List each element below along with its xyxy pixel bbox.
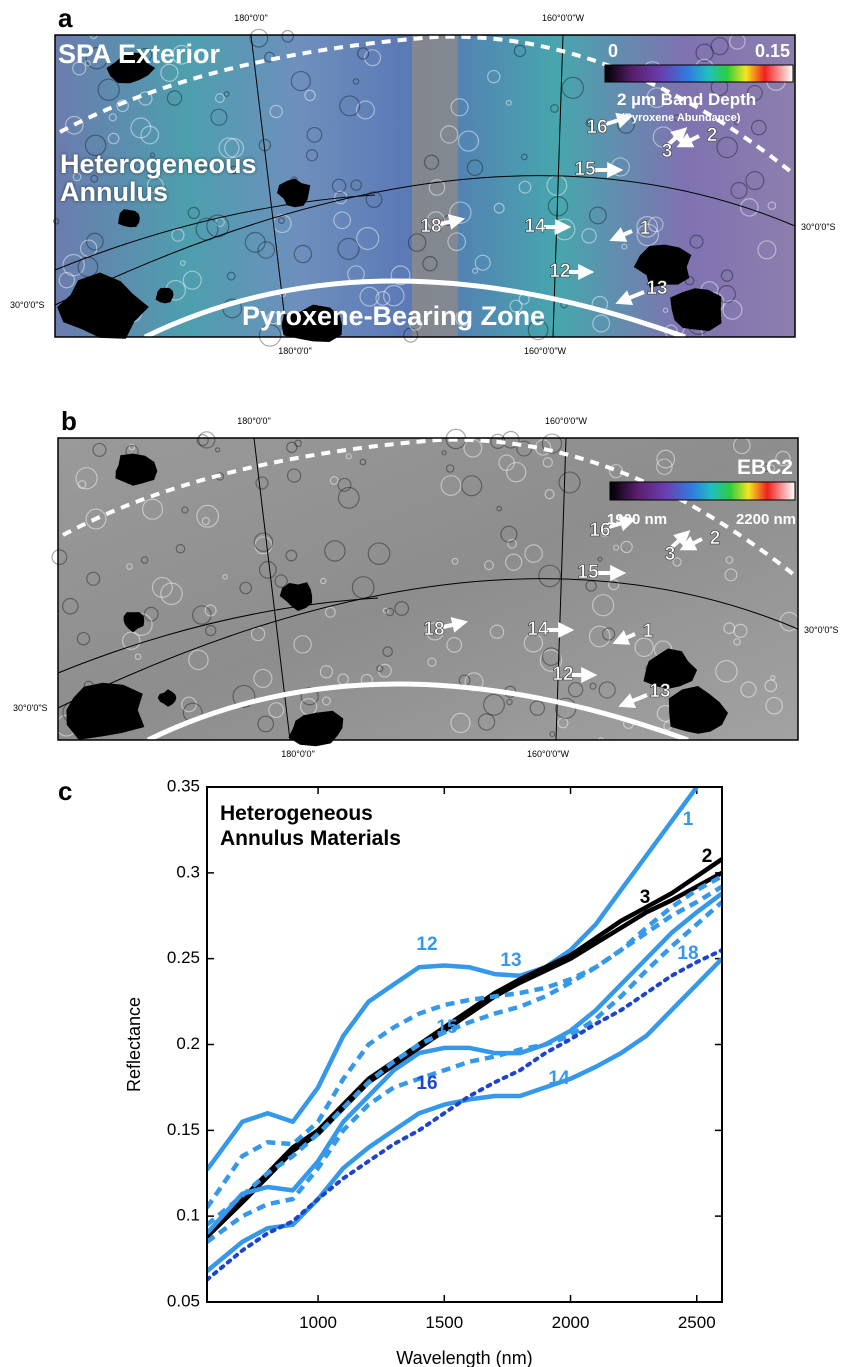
x-tick-label: 2500 — [678, 1313, 716, 1332]
series-label: 13 — [500, 950, 521, 971]
y-tick-label: 0.15 — [167, 1120, 200, 1139]
y-axis-label: Reflectance — [124, 997, 144, 1092]
site-label: 2 — [710, 528, 721, 549]
site-label: 18 — [423, 619, 444, 640]
graticule-label: 160°0'0"W — [545, 416, 588, 426]
y-tick-label: 0.05 — [167, 1291, 200, 1310]
site-label: 2 — [707, 125, 718, 146]
series-label: 15 — [436, 1017, 458, 1038]
y-tick-label: 0.3 — [176, 862, 200, 881]
series-label: 2 — [702, 846, 713, 867]
region-label: SPA Exterior — [58, 39, 221, 69]
image-strip — [412, 35, 458, 337]
site-label: 13 — [649, 681, 670, 702]
graticule-label: 160°0'0"W — [524, 346, 567, 356]
site-label: 16 — [586, 117, 607, 138]
graticule-label: 30°0'0"S — [804, 625, 839, 635]
graticule-label: 180°0'0" — [237, 416, 271, 426]
colorbar-max: 2200 nm — [736, 511, 796, 528]
panel-label: b — [61, 406, 77, 436]
series-label: 1 — [683, 809, 694, 830]
site-label: 3 — [662, 141, 673, 162]
site-label: 13 — [646, 278, 667, 299]
graticule-label: 180°0'0" — [234, 13, 268, 23]
site-label: 3 — [665, 544, 676, 565]
colorbar-min: 1900 nm — [607, 511, 667, 528]
series-label: 16 — [416, 1073, 437, 1094]
series-label: 3 — [640, 887, 651, 908]
colorbar — [610, 482, 795, 500]
y-tick-label: 0.2 — [176, 1034, 200, 1053]
x-tick-label: 2000 — [552, 1313, 590, 1332]
site-label: 14 — [524, 216, 546, 237]
colorbar-max: 0.15 — [755, 41, 790, 61]
graticule-label: 30°0'0"S — [10, 300, 45, 310]
y-tick-label: 0.25 — [167, 948, 200, 967]
site-label: 12 — [549, 261, 570, 282]
colorbar-subtitle: (Pyroxene Abundance) — [621, 112, 741, 124]
graticule-label: 30°0'0"S — [13, 703, 48, 713]
x-axis-label: Wavelength (nm) — [396, 1348, 532, 1367]
site-label: 1 — [643, 621, 654, 642]
region-label: Pyroxene-Bearing Zone — [242, 301, 545, 331]
colorbar-title: 2 µm Band Depth — [617, 90, 756, 109]
plot-area — [207, 787, 722, 1280]
series-line — [207, 873, 722, 1237]
graticule-label: 160°0'0"W — [527, 749, 570, 759]
site-label: 1 — [640, 218, 651, 239]
site-label: 18 — [420, 216, 441, 237]
series-label: 12 — [416, 934, 437, 955]
colorbar — [605, 65, 793, 82]
graticule-label: 30°0'0"S — [801, 222, 836, 232]
series-line — [207, 887, 722, 1225]
series-line — [207, 959, 722, 1271]
figure: 16321514118121300.152 µm Band Depth(Pyro… — [0, 0, 845, 1367]
site-label: 15 — [577, 562, 599, 583]
series-label: 18 — [677, 943, 698, 964]
x-tick-label: 1500 — [425, 1313, 463, 1332]
site-label: 12 — [552, 664, 573, 685]
graticule-label: 180°0'0" — [278, 346, 312, 356]
graticule-label: 160°0'0"W — [542, 13, 585, 23]
series-line — [207, 893, 722, 1233]
site-label: 15 — [574, 159, 596, 180]
region-label: Heterogeneous Annulus — [60, 150, 290, 207]
colorbar-title: EBC2 — [737, 456, 793, 479]
chart-title: Heterogeneous Annulus Materials — [220, 801, 460, 851]
y-tick-label: 0.1 — [176, 1206, 200, 1225]
x-tick-label: 1000 — [299, 1313, 337, 1332]
y-tick-label: 0.35 — [167, 776, 200, 795]
graticule-label: 180°0'0" — [281, 749, 315, 759]
series-label: 14 — [548, 1068, 570, 1089]
site-label: 14 — [527, 619, 549, 640]
panel-label: c — [58, 776, 72, 806]
panel-label: a — [58, 3, 73, 33]
colorbar-min: 0 — [608, 41, 618, 61]
